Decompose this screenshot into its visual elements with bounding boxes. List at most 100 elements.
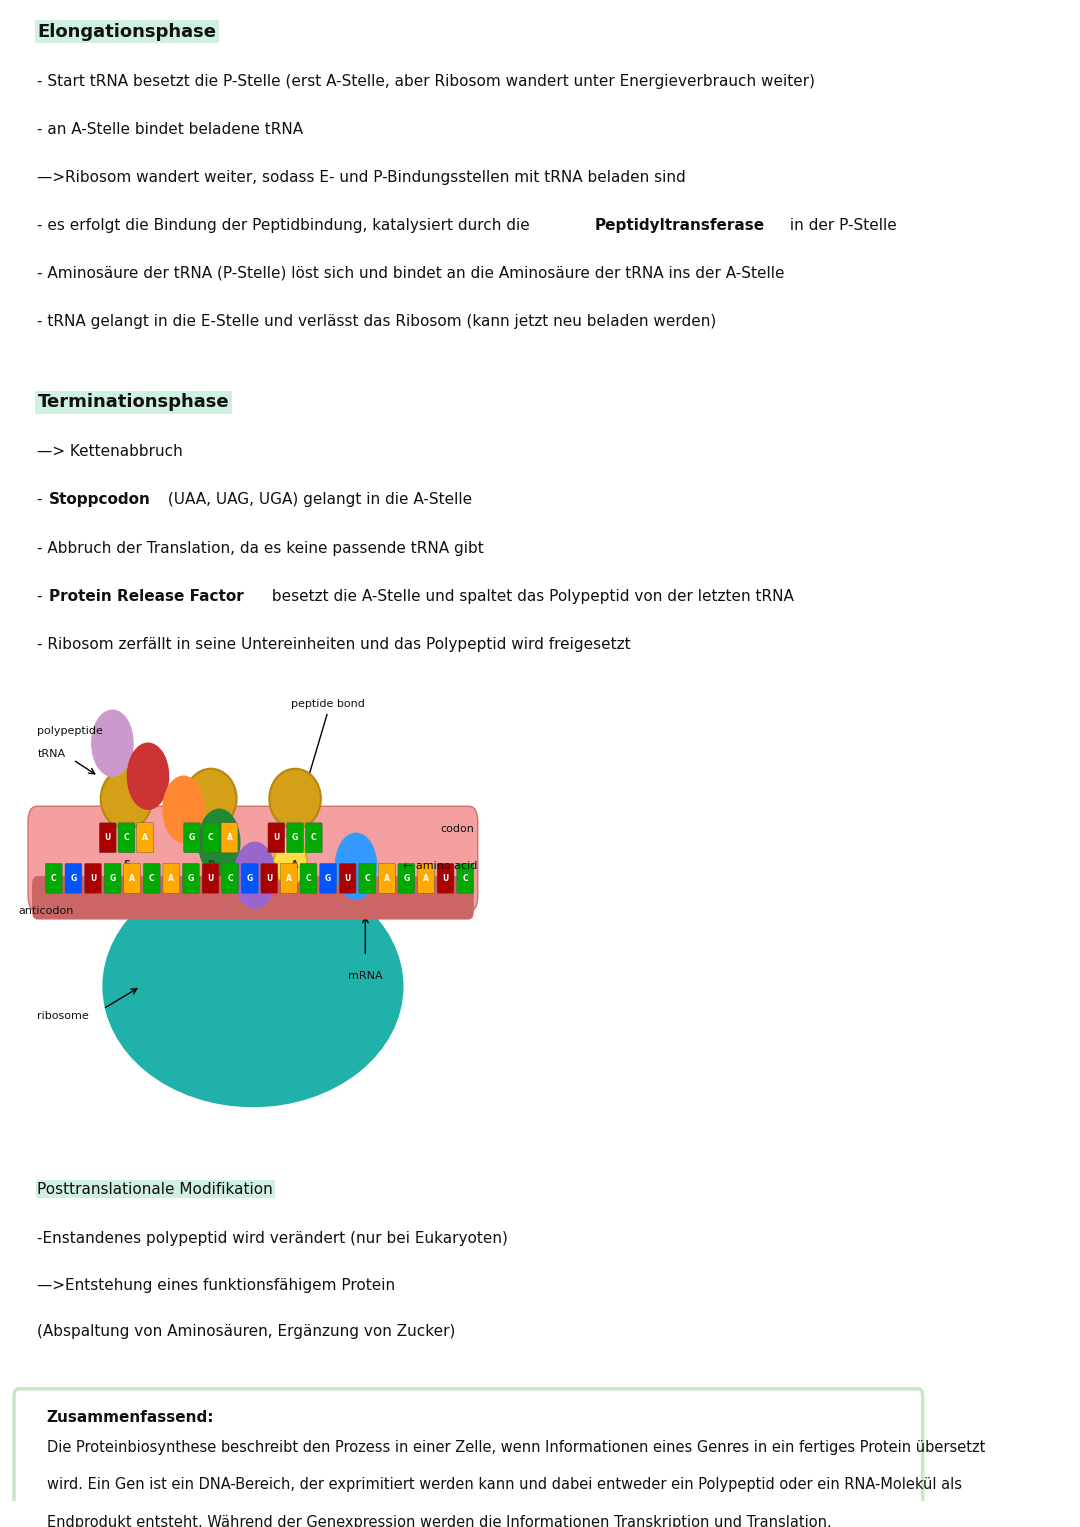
Text: C: C <box>364 873 370 883</box>
Text: - tRNA gelangt in die E-Stelle und verlässt das Ribosom (kann jetzt neu beladen : - tRNA gelangt in die E-Stelle und verlä… <box>38 313 717 328</box>
FancyBboxPatch shape <box>137 823 153 852</box>
FancyBboxPatch shape <box>84 863 102 893</box>
Text: —>Ribosom wandert weiter, sodass E- und P-Bindungsstellen mit tRNA beladen sind: —>Ribosom wandert weiter, sodass E- und … <box>38 169 686 185</box>
Text: C: C <box>227 873 233 883</box>
Text: mRNA: mRNA <box>348 971 382 982</box>
FancyBboxPatch shape <box>202 863 219 893</box>
Ellipse shape <box>269 768 321 829</box>
Text: C: C <box>311 834 316 843</box>
Text: C: C <box>51 873 56 883</box>
Text: - Ribosom zerfällt in seine Untereinheiten und das Polypeptid wird freigesetzt: - Ribosom zerfällt in seine Untereinheit… <box>38 637 631 652</box>
Text: C: C <box>149 873 154 883</box>
Text: U: U <box>266 873 272 883</box>
Text: wird. Ein Gen ist ein DNA-Bereich, der exprimitiert werden kann und dabei entwed: wird. Ein Gen ist ein DNA-Bereich, der e… <box>46 1478 962 1492</box>
FancyBboxPatch shape <box>306 823 322 852</box>
Text: (Abspaltung von Aminosäuren, Ergänzung von Zucker): (Abspaltung von Aminosäuren, Ergänzung v… <box>38 1324 456 1339</box>
Text: - Abbruch der Translation, da es keine passende tRNA gibt: - Abbruch der Translation, da es keine p… <box>38 541 484 556</box>
Text: U: U <box>443 873 448 883</box>
Text: G: G <box>70 873 77 883</box>
Text: Endprodukt entsteht. Während der Genexpression werden die Informationen Transkri: Endprodukt entsteht. Während der Genexpr… <box>46 1515 832 1527</box>
Text: A: A <box>383 873 390 883</box>
Circle shape <box>336 834 377 899</box>
FancyBboxPatch shape <box>437 863 454 893</box>
FancyBboxPatch shape <box>268 823 285 852</box>
Circle shape <box>234 843 275 909</box>
Text: in der P-Stelle: in der P-Stelle <box>785 218 896 232</box>
Text: Posttranslationale Modifikation: Posttranslationale Modifikation <box>38 1182 273 1197</box>
Text: Stoppcodon: Stoppcodon <box>49 493 151 507</box>
FancyBboxPatch shape <box>339 863 356 893</box>
FancyBboxPatch shape <box>14 1390 922 1527</box>
Circle shape <box>163 776 204 843</box>
FancyBboxPatch shape <box>221 863 239 893</box>
FancyBboxPatch shape <box>104 863 121 893</box>
Text: U: U <box>105 834 111 843</box>
FancyBboxPatch shape <box>221 823 238 852</box>
Text: Terminationsphase: Terminationsphase <box>38 394 229 411</box>
Ellipse shape <box>100 768 152 829</box>
FancyBboxPatch shape <box>397 863 415 893</box>
FancyBboxPatch shape <box>241 863 258 893</box>
Text: U: U <box>207 873 214 883</box>
FancyBboxPatch shape <box>183 863 200 893</box>
Text: A: A <box>227 834 232 843</box>
FancyBboxPatch shape <box>99 823 117 852</box>
Text: G: G <box>189 834 195 843</box>
FancyBboxPatch shape <box>300 863 316 893</box>
Text: —> Kettenabbruch: —> Kettenabbruch <box>38 444 184 460</box>
Text: G: G <box>325 873 332 883</box>
FancyBboxPatch shape <box>118 823 135 852</box>
Text: —>Entstehung eines funktionsfähigem Protein: —>Entstehung eines funktionsfähigem Prot… <box>38 1278 395 1293</box>
Text: (UAA, UAG, UGA) gelangt in die A-Stelle: (UAA, UAG, UGA) gelangt in die A-Stelle <box>163 493 472 507</box>
Text: polypeptide: polypeptide <box>38 727 104 736</box>
Text: anticodon: anticodon <box>18 907 75 916</box>
Ellipse shape <box>185 768 237 829</box>
Text: U: U <box>273 834 280 843</box>
Text: G: G <box>403 873 409 883</box>
FancyBboxPatch shape <box>202 823 219 852</box>
Text: ribosome: ribosome <box>38 1011 90 1022</box>
Text: - Start tRNA besetzt die P-Stelle (erst A-Stelle, aber Ribosom wandert unter Ene: - Start tRNA besetzt die P-Stelle (erst … <box>38 73 815 89</box>
FancyBboxPatch shape <box>286 823 303 852</box>
Circle shape <box>199 809 240 875</box>
Text: C: C <box>306 873 311 883</box>
FancyBboxPatch shape <box>184 823 201 852</box>
Text: Elongationsphase: Elongationsphase <box>38 23 216 41</box>
Text: - es erfolgt die Bindung der Peptidbindung, katalysiert durch die: - es erfolgt die Bindung der Peptidbindu… <box>38 218 535 232</box>
Text: besetzt die A-Stelle und spaltet das Polypeptid von der letzten tRNA: besetzt die A-Stelle und spaltet das Pol… <box>267 588 794 603</box>
FancyBboxPatch shape <box>359 863 376 893</box>
Text: Die Proteinbiosynthese beschreibt den Prozess in einer Zelle, wenn Informationen: Die Proteinbiosynthese beschreibt den Pr… <box>46 1440 985 1455</box>
FancyBboxPatch shape <box>32 876 473 919</box>
FancyBboxPatch shape <box>261 863 278 893</box>
FancyBboxPatch shape <box>144 863 160 893</box>
FancyBboxPatch shape <box>28 806 477 912</box>
Circle shape <box>127 744 168 809</box>
Text: C: C <box>208 834 214 843</box>
Text: - Aminosäure der tRNA (P-Stelle) löst sich und bindet an die Aminosäure der tRNA: - Aminosäure der tRNA (P-Stelle) löst si… <box>38 266 785 281</box>
Text: -Enstandenes polypeptid wird verändert (nur bei Eukaryoten): -Enstandenes polypeptid wird verändert (… <box>38 1231 509 1246</box>
Text: U: U <box>345 873 351 883</box>
Circle shape <box>92 710 133 776</box>
Text: C: C <box>123 834 130 843</box>
Text: ← amino acid: ← amino acid <box>403 861 477 872</box>
FancyBboxPatch shape <box>320 863 337 893</box>
Text: U: U <box>90 873 96 883</box>
Text: G: G <box>109 873 116 883</box>
FancyBboxPatch shape <box>418 863 434 893</box>
Text: G: G <box>292 834 298 843</box>
FancyBboxPatch shape <box>65 863 82 893</box>
Text: G: G <box>246 873 253 883</box>
FancyBboxPatch shape <box>281 863 297 893</box>
Text: - an A-Stelle bindet beladene tRNA: - an A-Stelle bindet beladene tRNA <box>38 122 303 136</box>
FancyBboxPatch shape <box>457 863 474 893</box>
Text: A: A <box>286 873 292 883</box>
FancyBboxPatch shape <box>45 863 63 893</box>
Text: tRNA: tRNA <box>38 748 66 759</box>
Text: A: A <box>292 860 299 870</box>
Text: Zusammenfassend:: Zusammenfassend: <box>46 1409 214 1425</box>
Text: Protein Release Factor: Protein Release Factor <box>49 588 244 603</box>
Text: P: P <box>207 860 214 870</box>
Text: A: A <box>143 834 148 843</box>
Text: E: E <box>123 860 130 870</box>
Ellipse shape <box>103 866 403 1107</box>
